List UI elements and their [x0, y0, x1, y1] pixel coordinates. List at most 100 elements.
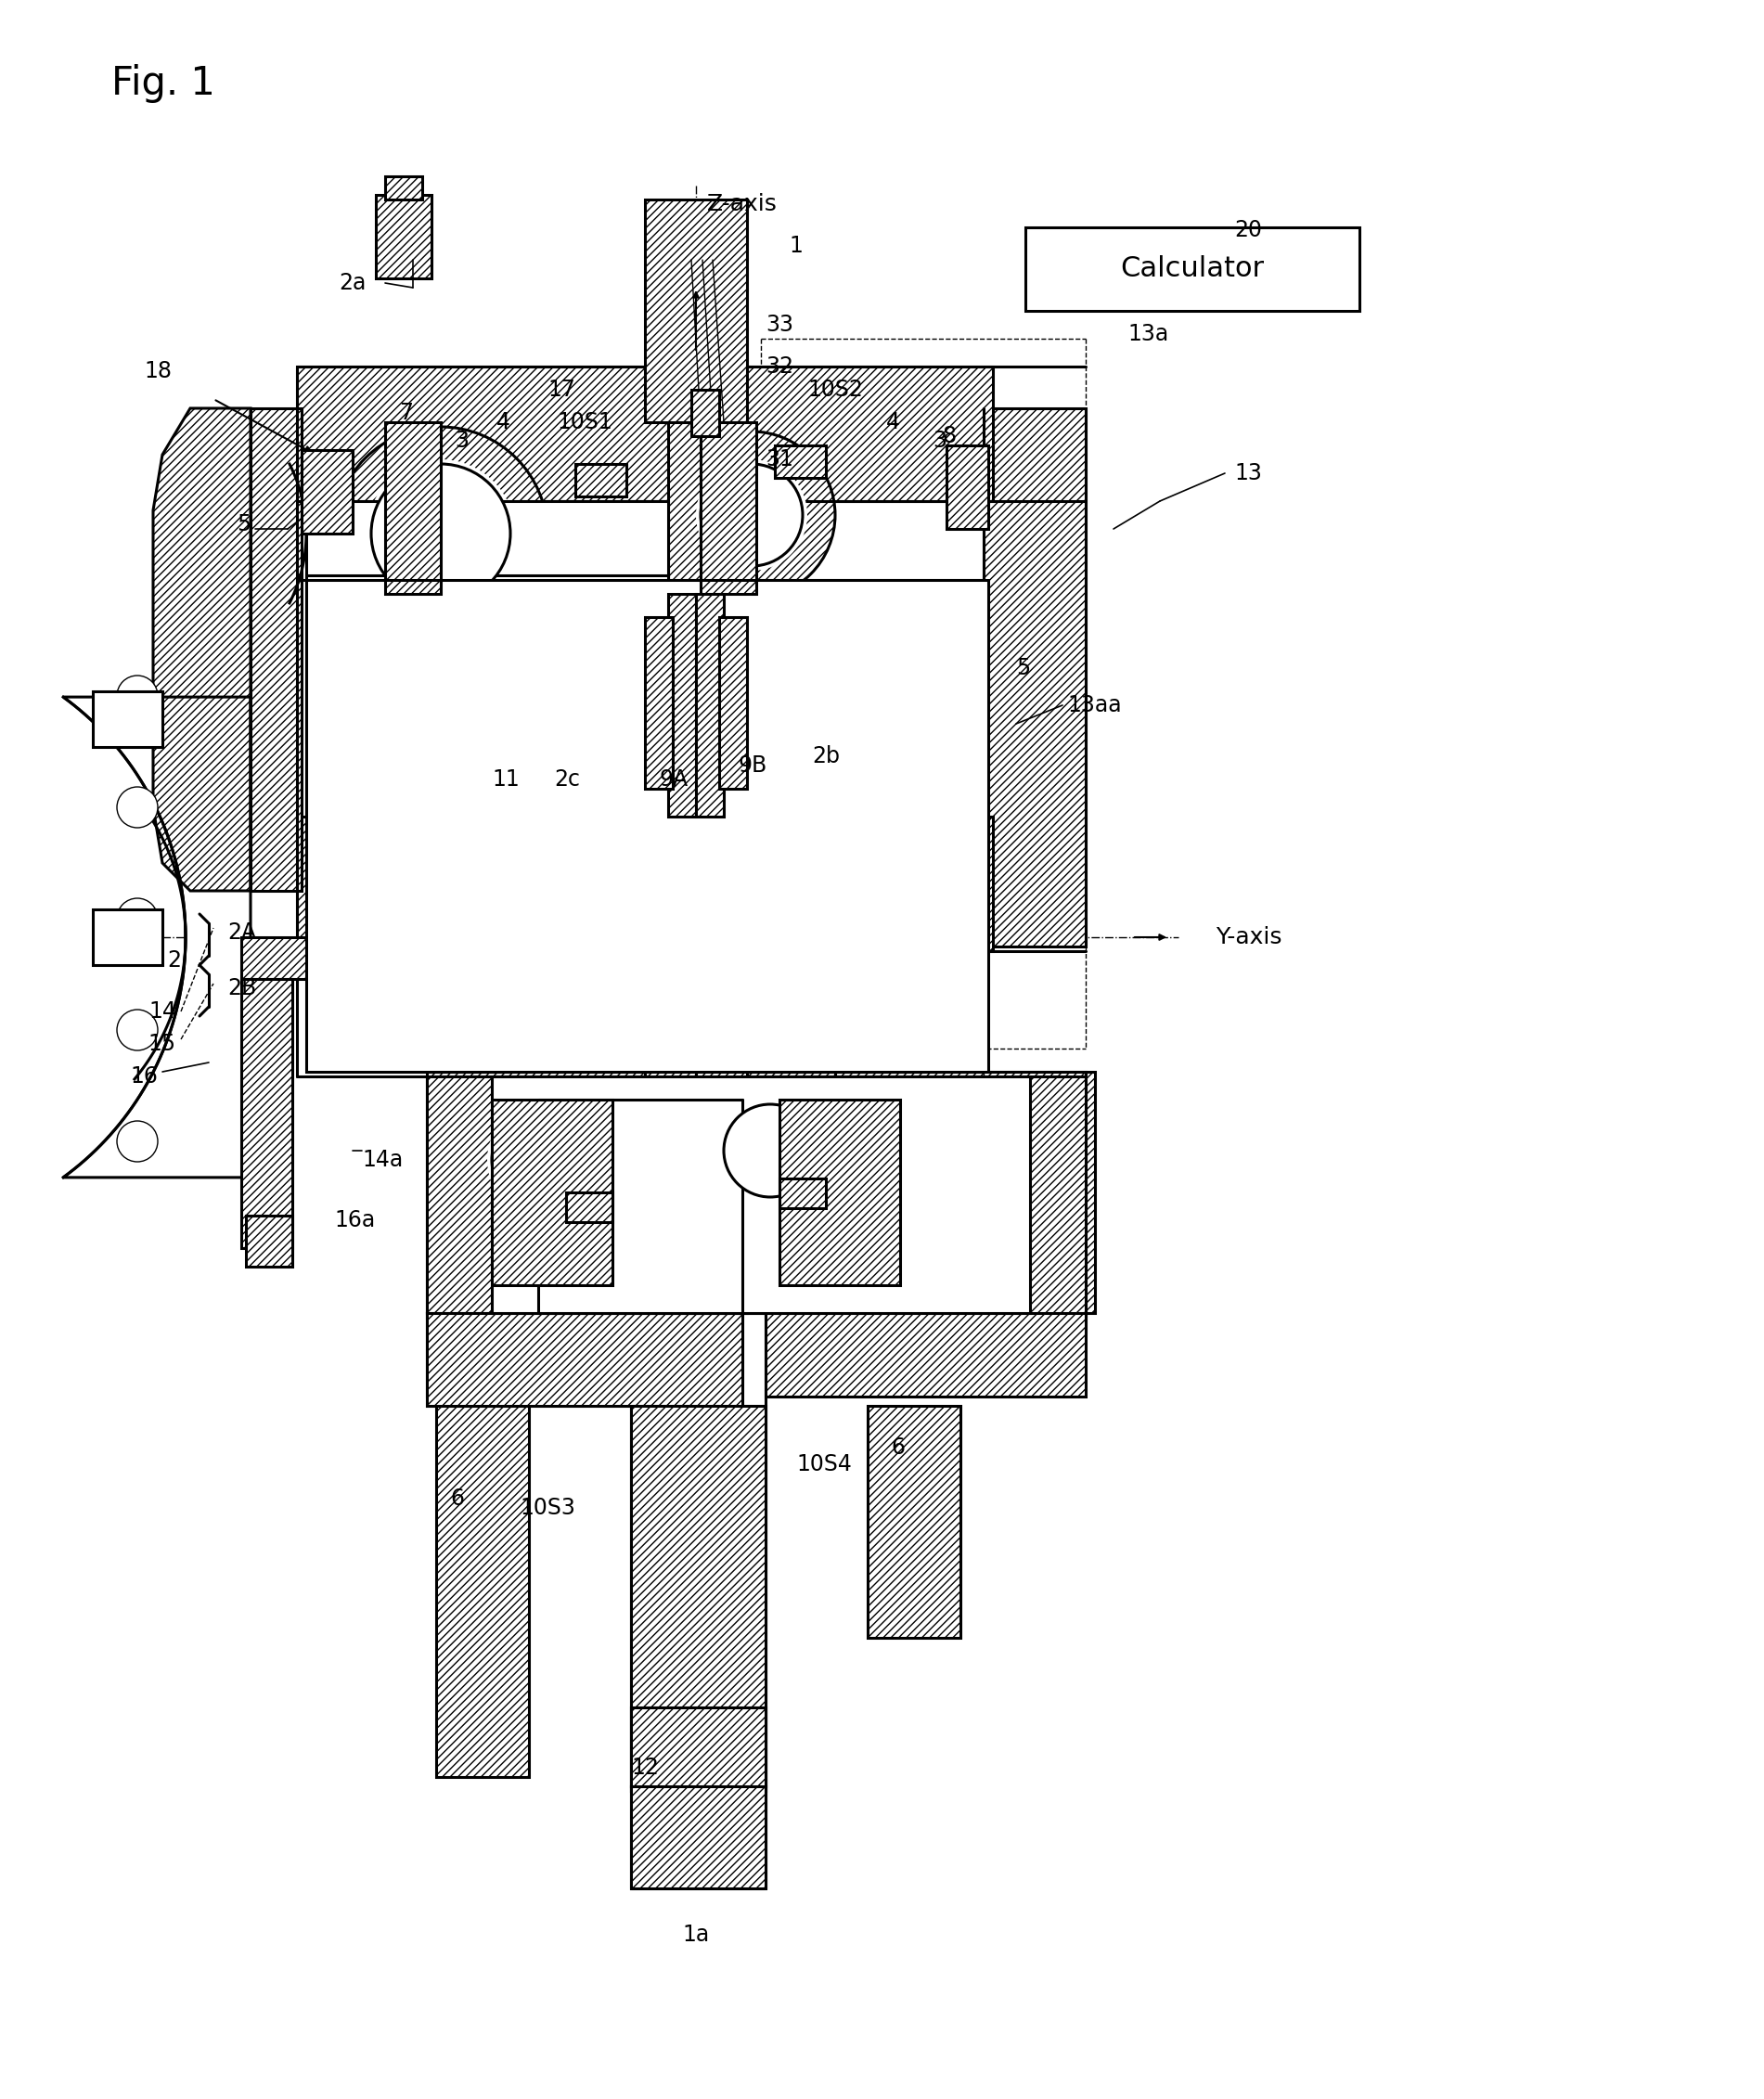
Bar	[242, 938, 353, 978]
Circle shape	[723, 1104, 817, 1196]
Bar	[427, 1077, 538, 1318]
Bar	[250, 409, 302, 890]
Text: 5: 5	[1016, 657, 1030, 680]
Text: 7: 7	[399, 401, 413, 424]
Bar	[307, 743, 669, 817]
Text: Calculator: Calculator	[1120, 256, 1265, 283]
Bar	[669, 422, 723, 896]
Bar	[376, 195, 432, 279]
Text: 9A: 9A	[658, 768, 688, 791]
Bar	[632, 1786, 766, 1889]
Text: 2a: 2a	[339, 273, 367, 294]
Bar	[697, 594, 723, 817]
Bar	[307, 502, 669, 817]
Bar	[427, 1314, 632, 1396]
Bar	[646, 951, 746, 1314]
Text: 8: 8	[942, 424, 956, 447]
Bar	[93, 909, 162, 966]
Text: 33: 33	[766, 313, 794, 336]
Circle shape	[459, 1073, 635, 1249]
Bar	[774, 445, 826, 479]
Bar	[538, 1100, 743, 1314]
Text: 13aa: 13aa	[1067, 695, 1122, 716]
Circle shape	[700, 464, 803, 567]
Text: 2: 2	[168, 949, 182, 972]
Bar	[646, 617, 672, 789]
Circle shape	[116, 898, 157, 938]
Bar	[984, 409, 1085, 947]
Text: 16: 16	[131, 1066, 157, 1087]
Text: 14: 14	[148, 1001, 176, 1022]
Text: 10S3: 10S3	[520, 1497, 575, 1520]
Bar	[492, 1100, 612, 1285]
Text: Z-axis: Z-axis	[707, 193, 778, 216]
Text: 20: 20	[1235, 218, 1261, 241]
Text: Y-axis: Y-axis	[1215, 926, 1282, 949]
Polygon shape	[153, 409, 250, 890]
Bar	[646, 858, 746, 951]
Circle shape	[669, 432, 834, 598]
Polygon shape	[64, 697, 250, 1178]
Text: 1: 1	[789, 235, 803, 256]
Bar	[302, 449, 353, 533]
Bar	[296, 367, 993, 502]
Circle shape	[116, 787, 157, 827]
Text: 2b: 2b	[811, 745, 840, 768]
Bar	[720, 617, 746, 789]
Bar	[632, 1406, 766, 1786]
Bar	[575, 464, 626, 497]
Circle shape	[697, 460, 808, 571]
Bar	[427, 1314, 743, 1406]
Bar	[307, 579, 988, 1073]
Bar	[492, 1077, 1030, 1314]
Bar	[245, 1215, 293, 1266]
Text: 2A: 2A	[228, 921, 256, 945]
Bar	[700, 422, 757, 594]
Bar	[868, 1406, 960, 1637]
Circle shape	[116, 1010, 157, 1050]
Text: 6: 6	[450, 1488, 464, 1509]
Text: 14a: 14a	[362, 1148, 402, 1171]
Bar	[669, 594, 697, 817]
Text: 16a: 16a	[333, 1209, 376, 1232]
Bar	[780, 1178, 826, 1209]
Circle shape	[492, 1104, 603, 1215]
Bar	[632, 1406, 766, 1786]
Bar	[834, 1073, 1085, 1331]
Bar	[766, 1314, 1085, 1396]
Bar	[296, 817, 993, 951]
Text: 1a: 1a	[683, 1923, 709, 1946]
Text: 13: 13	[1235, 462, 1261, 485]
Circle shape	[487, 1100, 609, 1220]
Bar	[307, 575, 669, 743]
Text: 11: 11	[492, 768, 519, 791]
Bar	[646, 199, 746, 422]
Text: Fig. 1: Fig. 1	[111, 65, 215, 103]
Text: 5: 5	[236, 512, 250, 535]
Text: 6: 6	[891, 1436, 905, 1459]
Circle shape	[116, 1121, 157, 1161]
Bar	[766, 1077, 1085, 1318]
Text: 4: 4	[886, 411, 900, 432]
Bar	[307, 579, 988, 1073]
Circle shape	[367, 460, 515, 609]
Text: 10S4: 10S4	[796, 1453, 852, 1476]
Circle shape	[697, 1077, 845, 1226]
Bar	[947, 445, 988, 529]
Circle shape	[370, 464, 510, 602]
Bar	[632, 1786, 766, 1889]
Text: 9B: 9B	[737, 754, 767, 777]
Text: 2c: 2c	[554, 768, 580, 791]
Bar	[307, 502, 669, 575]
Bar	[632, 1706, 766, 1790]
Text: 13a: 13a	[1127, 323, 1168, 344]
Text: 2B: 2B	[228, 978, 256, 999]
Bar	[436, 1406, 529, 1778]
Bar	[242, 978, 293, 1249]
Bar	[566, 1192, 612, 1222]
Bar	[385, 176, 422, 199]
Bar	[632, 1706, 766, 1790]
Bar	[780, 1100, 900, 1285]
Circle shape	[720, 1100, 822, 1203]
Text: 17: 17	[547, 378, 575, 401]
